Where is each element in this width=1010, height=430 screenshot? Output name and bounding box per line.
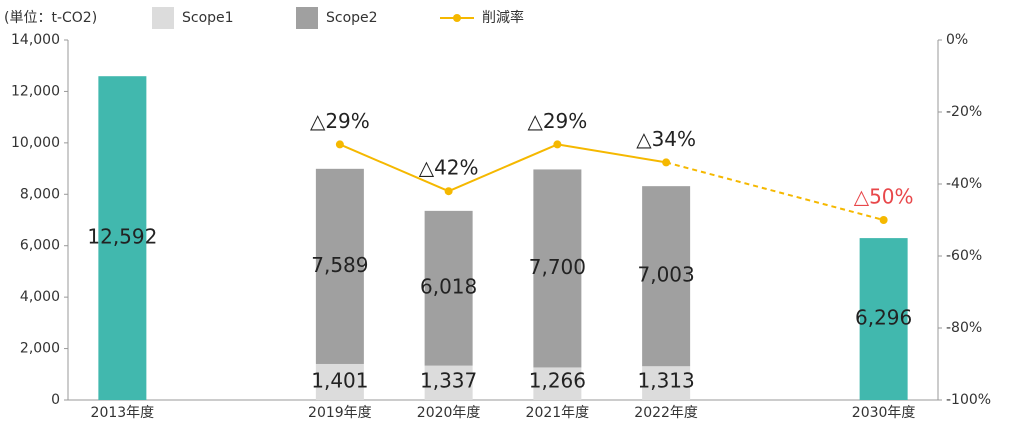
y2-tick-label: 0% — [946, 32, 968, 48]
legend-swatch — [152, 7, 174, 29]
bar-value-label: 7,589 — [311, 253, 368, 277]
line-segment — [339, 143, 450, 193]
legend-label: 削減率 — [482, 9, 524, 26]
y2-tick-label: -60% — [946, 248, 982, 264]
x-tick-label: 2030年度 — [852, 405, 916, 421]
line-marker — [444, 187, 453, 196]
bar — [315, 363, 364, 400]
y-tick-label: 4,000 — [20, 289, 60, 305]
bar — [533, 169, 582, 368]
line-segment — [448, 143, 558, 193]
y-axis-label: (単位：t-CO2) — [4, 10, 97, 26]
x-tick-label: 2021年度 — [526, 405, 590, 421]
bar — [424, 365, 473, 400]
x-tick-label: 2020年度 — [417, 405, 481, 421]
y-tick-label: 2,000 — [20, 341, 60, 357]
bar-value-label: 6,296 — [855, 306, 912, 330]
line-segment — [557, 143, 667, 164]
line-marker — [879, 216, 888, 224]
line-value-label: △29% — [310, 109, 370, 133]
x-tick-label: 2022年度 — [634, 405, 698, 421]
line-value-label: △50% — [854, 185, 914, 209]
x-tick-label: 2013年度 — [91, 405, 155, 421]
y-tick-label: 6,000 — [20, 238, 60, 254]
bar-value-label: 7,003 — [637, 263, 694, 287]
y-tick-label: 0 — [51, 392, 60, 408]
bar — [642, 366, 691, 400]
line-value-label: △34% — [636, 127, 696, 151]
x-tick-label: 2019年度 — [308, 405, 372, 421]
y2-tick-label: -80% — [946, 320, 982, 336]
bar-value-label: 1,401 — [311, 368, 368, 392]
bar-value-label: 1,313 — [637, 369, 694, 393]
legend-marker — [453, 14, 461, 22]
y2-tick-label: -100% — [946, 392, 991, 408]
bar — [424, 210, 473, 366]
legend-swatch — [296, 7, 318, 29]
bar-value-label: 1,266 — [529, 369, 586, 393]
legend-label: Scope2 — [326, 10, 378, 26]
y-tick-label: 12,000 — [11, 83, 60, 99]
line-segment — [665, 161, 884, 221]
y-tick-label: 10,000 — [11, 135, 60, 151]
bar — [533, 367, 582, 400]
bar — [642, 186, 691, 367]
bar-value-label: 12,592 — [87, 225, 157, 249]
bar — [315, 168, 364, 364]
line-marker — [553, 140, 562, 149]
bar-value-label: 7,700 — [529, 255, 586, 279]
legend-label: Scope1 — [182, 10, 234, 26]
line-value-label: △29% — [527, 109, 587, 133]
bar — [859, 238, 908, 400]
bar — [98, 76, 147, 400]
y-tick-label: 14,000 — [11, 32, 60, 48]
line-value-label: △42% — [419, 156, 479, 180]
line-marker — [335, 140, 344, 149]
bar-value-label: 1,337 — [420, 369, 477, 393]
bar-value-label: 6,018 — [420, 275, 477, 299]
y2-tick-label: -20% — [946, 104, 982, 120]
line-marker — [662, 158, 671, 167]
y2-tick-label: -40% — [946, 176, 982, 192]
y-tick-label: 8,000 — [20, 186, 60, 202]
